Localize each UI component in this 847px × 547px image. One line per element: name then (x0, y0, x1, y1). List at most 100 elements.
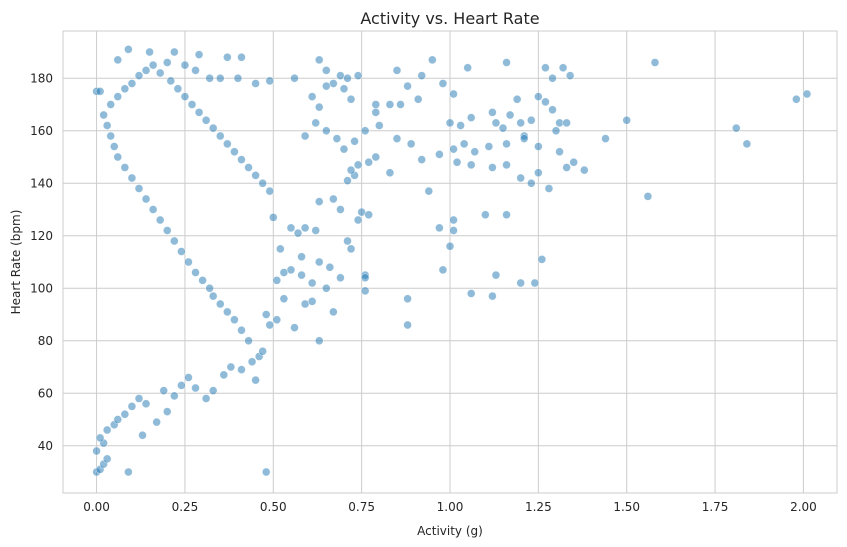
data-point (322, 66, 331, 75)
data-point (449, 226, 458, 235)
data-point (558, 63, 568, 73)
chart-title: Activity vs. Heart Rate (360, 9, 539, 28)
data-point (435, 150, 444, 159)
data-point (428, 55, 437, 65)
data-point (138, 430, 147, 440)
data-point (251, 375, 260, 385)
y-axis-label: Heart Rate (bpm) (9, 210, 23, 315)
data-point (481, 210, 490, 220)
scatter-points (92, 45, 812, 477)
data-point (194, 50, 204, 59)
data-point (226, 362, 236, 372)
data-point (449, 215, 458, 225)
data-point (502, 210, 511, 220)
data-point (502, 139, 511, 149)
y-tick-label: 120 (30, 229, 53, 243)
data-point (177, 381, 186, 390)
data-point (180, 60, 190, 70)
data-point (792, 94, 801, 104)
data-point (265, 186, 275, 196)
x-tick-label: 1.25 (525, 500, 552, 514)
data-point (177, 247, 186, 256)
data-point (272, 315, 282, 325)
data-point (223, 52, 232, 62)
data-point (742, 139, 752, 149)
data-point (247, 357, 257, 367)
data-point (424, 186, 434, 196)
data-point (534, 142, 543, 151)
data-point (502, 160, 511, 170)
data-point (314, 197, 324, 206)
x-grid-lines (96, 31, 804, 493)
data-point (459, 139, 469, 149)
data-point (127, 402, 137, 411)
data-point (311, 226, 320, 235)
data-point (205, 73, 214, 83)
data-point (208, 291, 218, 301)
data-point (148, 205, 158, 214)
data-point (141, 194, 151, 204)
data-point (484, 142, 494, 151)
data-point (113, 415, 123, 424)
data-point (145, 47, 154, 57)
data-point (201, 394, 211, 403)
data-point (360, 273, 370, 283)
data-point (332, 134, 342, 143)
x-tick-label: 0.75 (348, 500, 375, 514)
data-point (219, 370, 229, 380)
data-point (180, 92, 190, 101)
data-point (622, 115, 632, 125)
data-point (286, 223, 296, 233)
data-point (403, 294, 412, 304)
data-point (279, 294, 289, 304)
data-point (162, 226, 172, 235)
data-point (191, 66, 200, 75)
data-point (194, 108, 204, 117)
data-point (346, 94, 356, 104)
data-point (208, 386, 218, 395)
data-point (502, 58, 511, 67)
data-point (152, 417, 161, 427)
data-point (314, 257, 324, 267)
data-point (438, 79, 448, 88)
data-point (113, 92, 123, 101)
data-point (551, 126, 561, 136)
data-point (237, 325, 246, 335)
data-point (541, 63, 550, 73)
data-point (279, 268, 289, 277)
data-point (208, 123, 218, 133)
data-point (162, 407, 172, 416)
data-point (534, 168, 543, 178)
data-point (526, 115, 536, 125)
data-point (159, 386, 169, 395)
data-point (311, 118, 320, 128)
data-point (562, 118, 571, 128)
y-tick-label: 80 (38, 334, 53, 348)
data-point (120, 163, 130, 172)
data-point (237, 52, 246, 62)
data-point (353, 71, 363, 80)
data-point (233, 73, 243, 83)
data-point (272, 276, 282, 285)
data-point (350, 136, 359, 146)
data-point (268, 213, 278, 222)
data-point (201, 115, 211, 125)
data-point (124, 45, 133, 54)
data-point (516, 173, 525, 183)
data-point (371, 100, 381, 109)
data-point (526, 178, 536, 188)
data-point (565, 71, 575, 80)
data-point (406, 139, 416, 149)
y-tick-label: 160 (30, 124, 53, 138)
data-point (392, 134, 402, 143)
data-point (360, 286, 370, 296)
data-point (223, 139, 232, 149)
data-point (346, 244, 356, 254)
data-point (339, 84, 349, 94)
data-point (300, 131, 310, 141)
data-point (148, 60, 158, 70)
data-point (488, 108, 497, 117)
data-point (505, 110, 515, 120)
data-point (261, 310, 271, 319)
